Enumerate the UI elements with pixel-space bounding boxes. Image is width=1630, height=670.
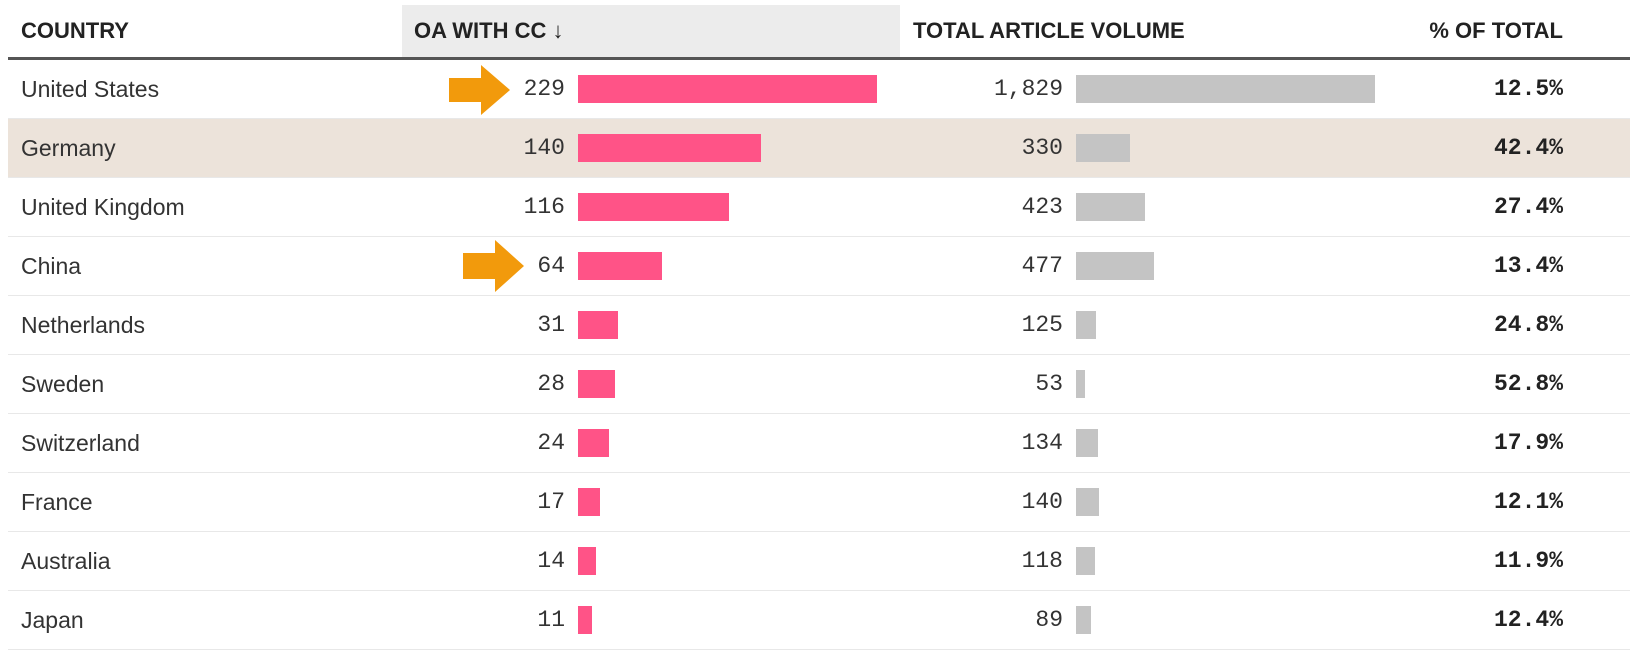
total-value: 477 [1021, 253, 1063, 279]
pct-value: 52.8% [1493, 371, 1563, 397]
oa-bar [578, 75, 877, 103]
pct-value: 24.8% [1493, 312, 1563, 338]
column-header[interactable]: % OF TOTAL [1429, 18, 1563, 43]
column-header[interactable]: TOTAL ARTICLE VOLUME [913, 18, 1185, 43]
country-name: United Kingdom [21, 194, 185, 220]
total-bar [1076, 370, 1085, 398]
oa-bar [578, 311, 619, 339]
table-row[interactable]: Germany 140 330 42.4% [8, 119, 1630, 178]
table-row[interactable]: Netherlands 31 125 24.8% [8, 296, 1630, 355]
country-name: Switzerland [21, 430, 140, 456]
country-name: China [21, 253, 82, 279]
country-name: United States [21, 76, 160, 102]
oa-bar [578, 193, 730, 221]
table-row[interactable]: United Kingdom 116 423 27.4% [8, 178, 1630, 237]
total-value: 423 [1021, 194, 1063, 220]
total-bar [1076, 193, 1146, 221]
oa-value: 140 [523, 135, 565, 161]
total-value: 89 [1035, 607, 1063, 633]
oa-bar [578, 252, 662, 280]
pct-value: 12.4% [1493, 607, 1563, 633]
country-name: Sweden [21, 371, 105, 397]
header-divider [8, 57, 1630, 60]
total-value: 134 [1021, 430, 1063, 456]
oa-value: 28 [537, 371, 565, 397]
total-value: 140 [1021, 489, 1063, 515]
pct-value: 42.4% [1493, 135, 1563, 161]
oa-bar [578, 488, 601, 516]
oa-bar [578, 134, 761, 162]
total-bar [1076, 252, 1154, 280]
total-value: 125 [1021, 312, 1063, 338]
oa-bar [578, 370, 615, 398]
oa-value: 229 [523, 76, 565, 102]
country-name: Netherlands [21, 312, 146, 338]
country-name: Germany [21, 135, 116, 161]
oa-value: 31 [537, 312, 565, 338]
pct-value: 17.9% [1493, 430, 1563, 456]
country-name: Japan [21, 607, 84, 633]
country-name: France [21, 489, 93, 515]
table-row[interactable]: Japan 11 89 12.4% [8, 591, 1630, 650]
country-name: Australia [21, 548, 111, 574]
total-bar [1076, 488, 1099, 516]
table-row[interactable]: Australia 14 118 11.9% [8, 532, 1630, 591]
table-row[interactable]: Switzerland 24 134 17.9% [8, 414, 1630, 473]
total-bar [1076, 429, 1098, 457]
oa-value: 17 [537, 489, 565, 515]
table-row[interactable]: China 64 477 13.4% [8, 237, 1630, 296]
oa-value: 24 [537, 430, 565, 456]
oa-value: 14 [537, 548, 565, 574]
table-row[interactable]: Sweden 28 53 52.8% [8, 355, 1630, 414]
table-row[interactable]: United States 229 1,829 12.5% [8, 60, 1630, 119]
pct-value: 13.4% [1493, 253, 1563, 279]
oa-value: 64 [537, 253, 565, 279]
pct-value: 12.5% [1493, 76, 1563, 102]
total-value: 1,829 [993, 76, 1063, 102]
sorted-column-bg [402, 5, 900, 58]
pct-value: 12.1% [1493, 489, 1563, 515]
column-header[interactable]: OA WITH CC ↓ [414, 18, 564, 43]
total-bar [1076, 134, 1130, 162]
oa-value: 116 [523, 194, 565, 220]
total-value: 118 [1021, 548, 1063, 574]
total-bar [1076, 547, 1096, 575]
total-value: 330 [1021, 135, 1063, 161]
table-row[interactable]: France 17 140 12.1% [8, 473, 1630, 532]
pct-value: 11.9% [1493, 548, 1563, 574]
pct-value: 27.4% [1493, 194, 1563, 220]
column-header[interactable]: COUNTRY [21, 18, 129, 43]
oa-bar [578, 606, 593, 634]
oa-bar [578, 547, 597, 575]
total-bar [1076, 606, 1091, 634]
oa-bar [578, 429, 610, 457]
total-bar [1076, 311, 1097, 339]
total-value: 53 [1035, 371, 1063, 397]
oa-value: 11 [537, 607, 565, 633]
total-bar [1076, 75, 1375, 103]
